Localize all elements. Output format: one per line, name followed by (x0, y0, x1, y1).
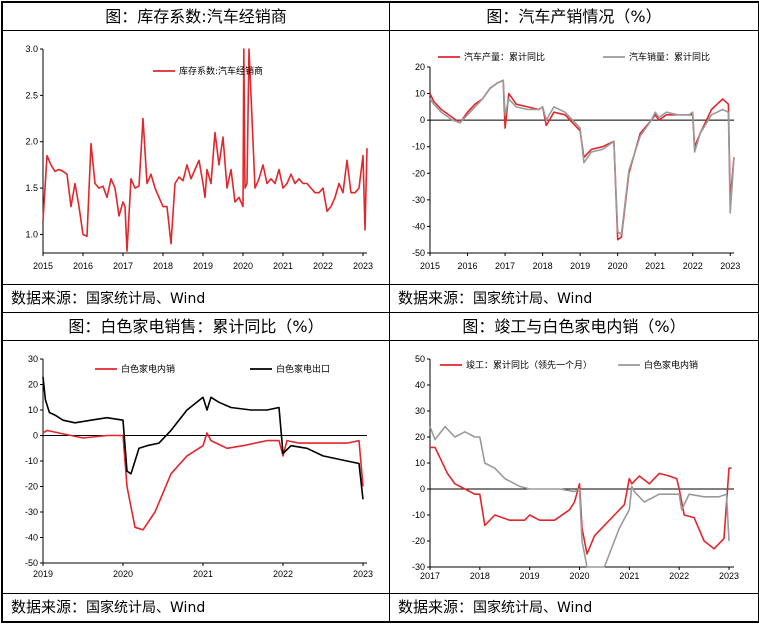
y-tick-label: 50 (415, 354, 425, 364)
y-tick-label: 20 (415, 62, 425, 72)
legend-label: 白色家电内销 (644, 359, 698, 371)
x-tick-label: 2021 (619, 571, 639, 581)
source-text: 国家统计局、Wind (86, 600, 206, 616)
chart-inventory-coefficient: 3.0 2.5 2.0 1.5 1.0 2015 2016 2017 2018 2019 2020 2… (25, 44, 373, 271)
series-line-1 (42, 376, 364, 500)
panel-title: 图：汽车产销情况（%） (390, 3, 758, 31)
series-line-1 (429, 79, 735, 236)
x-tick-label: 2021 (273, 261, 293, 271)
x-tick-label: 2020 (113, 569, 133, 579)
x-tick-label: 2021 (645, 261, 665, 271)
y-tick-label: -10 (25, 456, 38, 466)
x-tick-label: 2023 (719, 571, 739, 581)
x-tick-label: 2019 (193, 261, 213, 271)
x-tick-label: 2021 (193, 569, 213, 579)
y-tick-label: 30 (415, 406, 425, 416)
y-tick-label: -20 (412, 536, 425, 546)
y-tick-label: -40 (412, 221, 425, 231)
x-tick-label: 2023 (353, 261, 373, 271)
y-tick-label: -20 (412, 168, 425, 178)
x-tick-label: 2017 (495, 261, 515, 271)
y-tick-label: 1.0 (25, 229, 38, 239)
x-tick-label: 2017 (113, 261, 133, 271)
source-label: 数据来源： (398, 289, 474, 307)
x-tick-label: 2018 (470, 571, 490, 581)
panel-title: 图：库存系数:汽车经销商 (3, 3, 389, 31)
legend-label: 白色家电出口 (276, 363, 330, 375)
x-tick-label: 2022 (313, 261, 333, 271)
legend-label: 汽车销量：累计同比 (629, 51, 710, 63)
y-tick-label: 10 (28, 405, 38, 415)
y-tick-label: -30 (412, 195, 425, 205)
y-tick-label: -40 (25, 533, 38, 543)
y-tick-label: -10 (412, 142, 425, 152)
y-tick-label: -50 (412, 248, 425, 258)
panel-title: 图：白色家电销售：累计同比（%） (3, 313, 389, 341)
y-tick-label: 0 (33, 431, 38, 441)
source-text: 国家统计局、Wind (473, 600, 593, 616)
panel-title: 图：竣工与白色家电内销（%） (390, 313, 758, 341)
x-tick-label: 2022 (273, 569, 293, 579)
y-tick-label: 10 (415, 458, 425, 468)
x-tick-label: 2016 (458, 261, 478, 271)
y-tick-label: 3.0 (25, 44, 38, 54)
x-tick-label: 2015 (420, 261, 440, 271)
source-label: 数据来源： (11, 289, 87, 307)
x-tick-label: 2018 (153, 261, 173, 271)
y-tick-label: -10 (412, 510, 425, 520)
y-tick-label: 20 (415, 432, 425, 442)
source-label: 数据来源： (398, 598, 474, 616)
panel-source: 数据来源：国家统计局、Wind (390, 593, 758, 621)
legend-label: 库存系数:汽车经销商 (179, 65, 263, 77)
x-tick-label: 2020 (233, 261, 253, 271)
panel-white-goods-sales: 图：白色家电销售：累计同比（%） 30 20 10 0 -10 -20 -30 -40 -50 2… (2, 312, 390, 622)
y-tick-label: 0 (420, 115, 425, 125)
source-label: 数据来源： (11, 598, 87, 616)
y-tick-label: 2.5 (25, 90, 38, 100)
y-tick-label: 2.0 (25, 137, 38, 147)
x-tick-label: 2015 (33, 261, 53, 271)
y-tick-label: 10 (415, 89, 425, 99)
panel-completion-white-goods: 图：竣工与白色家电内销（%） 50 40 30 20 10 0 -10 -20 -30 2017 2… (389, 312, 759, 622)
y-tick-label: -30 (412, 562, 425, 572)
series-line-0 (42, 429, 364, 531)
x-tick-label: 2022 (683, 261, 703, 271)
y-tick-label: -30 (25, 507, 38, 517)
x-tick-label: 2020 (569, 571, 589, 581)
y-tick-label: 30 (28, 354, 38, 364)
x-tick-label: 2016 (73, 261, 93, 271)
chart-auto-production-sales: 20 10 0 -10 -20 -30 -40 -50 2015 2016 2017 2018 2019… (412, 51, 740, 271)
panel-inventory-coefficient: 图：库存系数:汽车经销商 3.0 2.5 2.0 1.5 1.0 2015 2016 2017… (2, 2, 390, 313)
x-tick-label: 2023 (353, 569, 373, 579)
series-line-0 (429, 79, 735, 241)
legend-label: 竣工：累计同比（领先一个月） (466, 359, 592, 371)
x-tick-label: 2018 (533, 261, 553, 271)
source-text: 国家统计局、Wind (86, 291, 206, 307)
series-line-1 (429, 425, 730, 568)
y-tick-label: 0 (420, 484, 425, 494)
y-tick-label: 1.5 (25, 183, 38, 193)
source-text: 国家统计局、Wind (473, 291, 593, 307)
panel-source: 数据来源：国家统计局、Wind (3, 284, 389, 312)
x-tick-label: 2017 (420, 571, 440, 581)
legend-label: 白色家电内销 (121, 363, 175, 375)
series-line-0 (42, 48, 368, 252)
panel-source: 数据来源：国家统计局、Wind (390, 284, 758, 312)
x-tick-label: 2023 (720, 261, 740, 271)
panel-source: 数据来源：国家统计局、Wind (3, 593, 389, 621)
x-tick-label: 2020 (608, 261, 628, 271)
panel-auto-production-sales: 图：汽车产销情况（%） 20 10 0 -10 -20 -30 -40 -50 2015 2016… (389, 2, 759, 313)
x-tick-label: 2022 (669, 571, 689, 581)
y-tick-label: 40 (415, 380, 425, 390)
x-tick-label: 2019 (520, 571, 540, 581)
y-tick-label: -50 (25, 558, 38, 568)
x-tick-label: 2019 (33, 569, 53, 579)
y-tick-label: -20 (25, 482, 38, 492)
y-tick-label: 20 (28, 380, 38, 390)
legend-label: 汽车产量：累计同比 (464, 51, 545, 63)
x-tick-label: 2019 (570, 261, 590, 271)
